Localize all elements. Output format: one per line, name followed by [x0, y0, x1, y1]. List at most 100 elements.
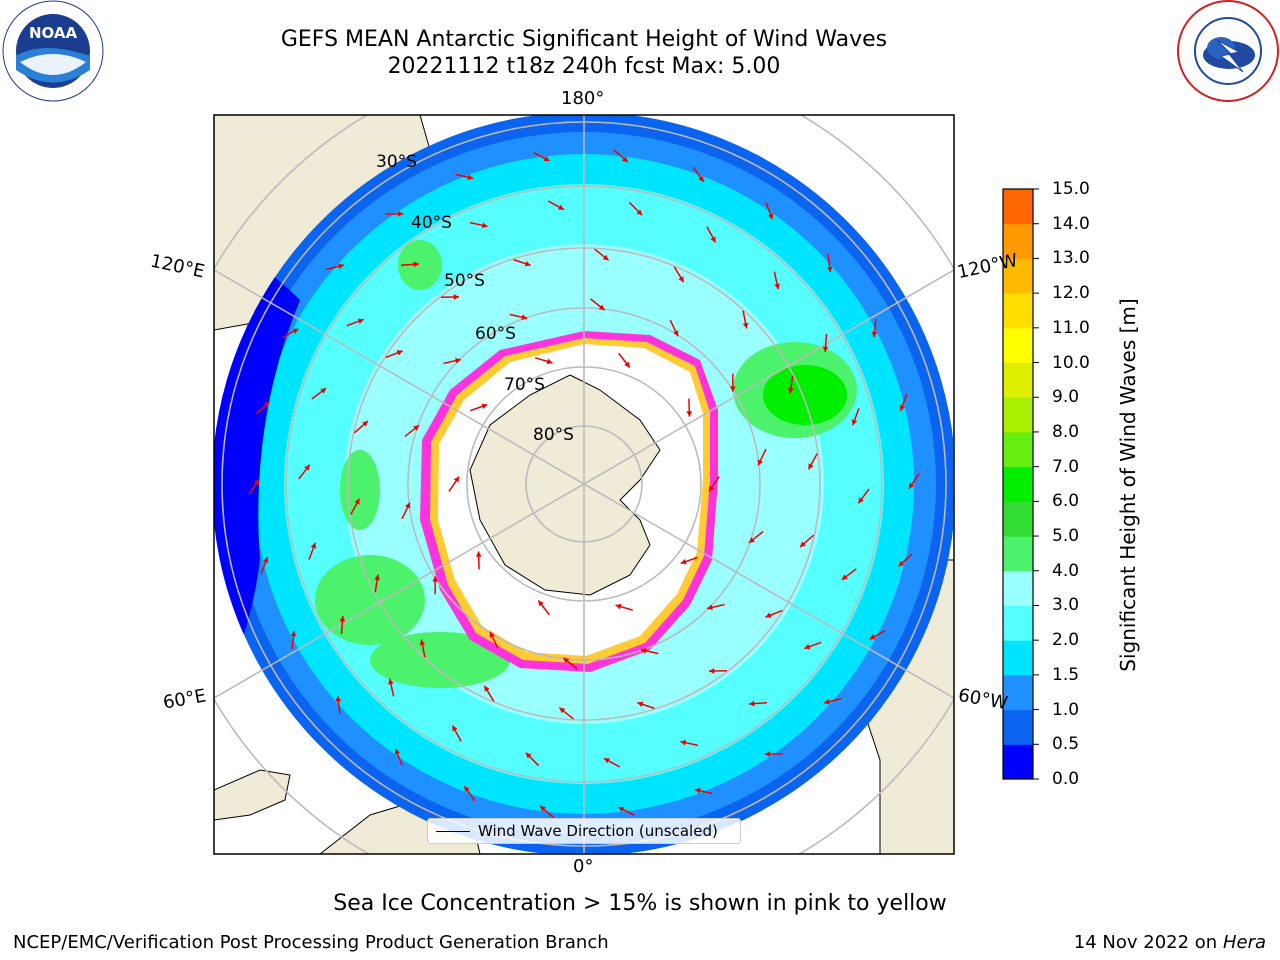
wind-wave-arrowhead	[558, 204, 565, 210]
wind-wave-arrowhead	[729, 386, 736, 392]
colorbar-segment	[1003, 709, 1033, 745]
colorbar-segment	[1003, 397, 1033, 433]
colorbar-segment	[1003, 466, 1033, 502]
wind-wave-arrowhead	[636, 209, 643, 216]
wind-wave-arrowhead	[824, 698, 830, 705]
wind-wave-arrowhead	[413, 261, 419, 268]
colorbar-frame	[1002, 188, 1034, 780]
wind-wave-arrowhead	[455, 357, 461, 364]
colorbar-tick-label: 2.0	[1052, 630, 1080, 651]
wind-wave-arrowhead	[871, 331, 878, 338]
wind-wave-arrowhead	[453, 476, 460, 483]
wind-wave-arrowhead	[869, 634, 876, 640]
colorbar-segment	[1003, 293, 1033, 329]
date-text: 14 Nov 2022 on	[1073, 932, 1218, 953]
lon-label-180: 180°	[561, 88, 605, 109]
wind-wave-arrowhead	[546, 358, 553, 365]
wind-wave-arrowhead	[481, 222, 488, 229]
colorbar-tick-label: 13.0	[1052, 248, 1090, 269]
wind-wave-arrowhead	[475, 551, 482, 557]
wind-wave-arrowhead	[292, 328, 299, 334]
wind-wave-arrowhead	[543, 155, 550, 162]
wind-wave-arrowhead	[354, 498, 360, 505]
wind-wave-arrowhead	[640, 647, 647, 654]
wind-wave-arrowhead	[453, 294, 460, 300]
map-legend: Wind Wave Direction (unscaled)	[427, 818, 741, 844]
wind-wave-arrowhead	[707, 604, 713, 611]
wind-wave-arrowhead	[362, 420, 368, 427]
colorbar-segment	[1003, 258, 1033, 294]
wind-wave-arrowhead	[851, 419, 858, 426]
wind-wave-arrowhead	[680, 558, 687, 565]
lat-label: 40°S	[411, 213, 452, 233]
lat-label: 80°S	[533, 425, 574, 445]
wind-wave-arrowhead	[357, 318, 364, 324]
map-subtitle: 20221112 t18z 240h fcst Max: 5.00	[387, 54, 781, 79]
wind-wave-arrowhead	[686, 411, 693, 417]
wind-wave-arrowhead	[787, 387, 794, 394]
wind-wave-arrowhead	[467, 174, 474, 181]
wind-wave-arrowhead	[698, 175, 704, 182]
wind-wave-arrowhead	[540, 806, 546, 812]
colorbar-segment	[1003, 501, 1033, 537]
wind-wave-arrowhead	[405, 502, 411, 509]
wind-wave-arrowhead	[899, 404, 906, 411]
wind-wave-arrowhead	[767, 213, 774, 220]
colorbar-segment	[1003, 744, 1033, 780]
wind-wave-arrowhead	[396, 350, 403, 356]
wind-wave-arrowhead	[563, 657, 570, 664]
colorbar-segment	[1003, 327, 1033, 364]
colorbar-segment	[1003, 536, 1033, 572]
wind-wave-arrowhead	[310, 542, 317, 549]
wind-wave-arrowhead	[489, 631, 495, 638]
colorbar-tick-label: 0.5	[1052, 734, 1080, 755]
wind-wave-arrowhead	[708, 668, 715, 674]
wind-wave-arrowhead	[397, 211, 404, 217]
wind-wave-arrowhead	[320, 388, 327, 394]
wind-wave-arrowhead	[749, 700, 755, 707]
wind-wave-arrowhead	[598, 304, 605, 311]
lon-label-0: 0°	[573, 856, 594, 877]
colorbar-segment	[1003, 605, 1033, 641]
wind-wave-arrowhead	[765, 612, 772, 618]
wind-wave-arrowhead	[908, 482, 915, 489]
wind-wave-arrowhead	[253, 479, 260, 486]
wind-wave-arrowhead	[822, 346, 829, 352]
wind-wave-arrowhead	[694, 787, 701, 794]
colorbar-tick-label: 9.0	[1052, 387, 1080, 408]
wind-wave-arrowhead	[615, 603, 622, 610]
wind-wave-arrowhead	[290, 630, 297, 637]
wind-wave-arrowhead	[521, 314, 528, 321]
wind-wave-arrowhead	[808, 463, 814, 470]
wind-wave-arrowhead	[804, 644, 811, 650]
wind-wave-arrowhead	[898, 560, 905, 567]
wind-wave-arrowhead	[774, 283, 780, 290]
wind-wave-arrowhead	[484, 685, 490, 692]
wind-wave-arrowhead	[388, 678, 394, 685]
wind-wave-arrowhead	[464, 786, 470, 793]
colorbar-tick-label: 15.0	[1052, 179, 1090, 199]
lat-label: 30°S	[376, 152, 417, 172]
wind-wave-arrowhead	[637, 701, 644, 708]
wind-wave-arrowhead	[624, 361, 630, 368]
colorbar-tick-label: 4.0	[1052, 560, 1080, 581]
colorbar	[1002, 188, 1039, 780]
wind-wave-arrowhead	[742, 322, 749, 329]
nws-logo	[1177, 0, 1279, 102]
wind-wave-arrowhead	[338, 263, 344, 270]
colorbar-segment	[1003, 431, 1033, 468]
wind-wave-arrowhead	[263, 401, 270, 408]
wind-wave-arrowhead	[618, 806, 625, 813]
map-title: GEFS MEAN Antarctic Significant Height o…	[280, 27, 888, 52]
lat-label: 60°S	[475, 324, 516, 344]
legend-label: Wind Wave Direction (unscaled)	[478, 822, 718, 840]
colorbar-tick-label: 6.0	[1052, 491, 1080, 512]
colorbar-tick-label: 1.0	[1052, 699, 1080, 720]
lat-label: 50°S	[444, 271, 485, 291]
africa-land	[214, 769, 291, 821]
wind-wave-arrowhead	[335, 695, 342, 702]
wind-wave-arrowhead	[678, 276, 684, 283]
date-stamp: 14 Nov 2022 on Hera	[1074, 932, 1266, 953]
wind-wave-arrowhead	[748, 537, 755, 543]
